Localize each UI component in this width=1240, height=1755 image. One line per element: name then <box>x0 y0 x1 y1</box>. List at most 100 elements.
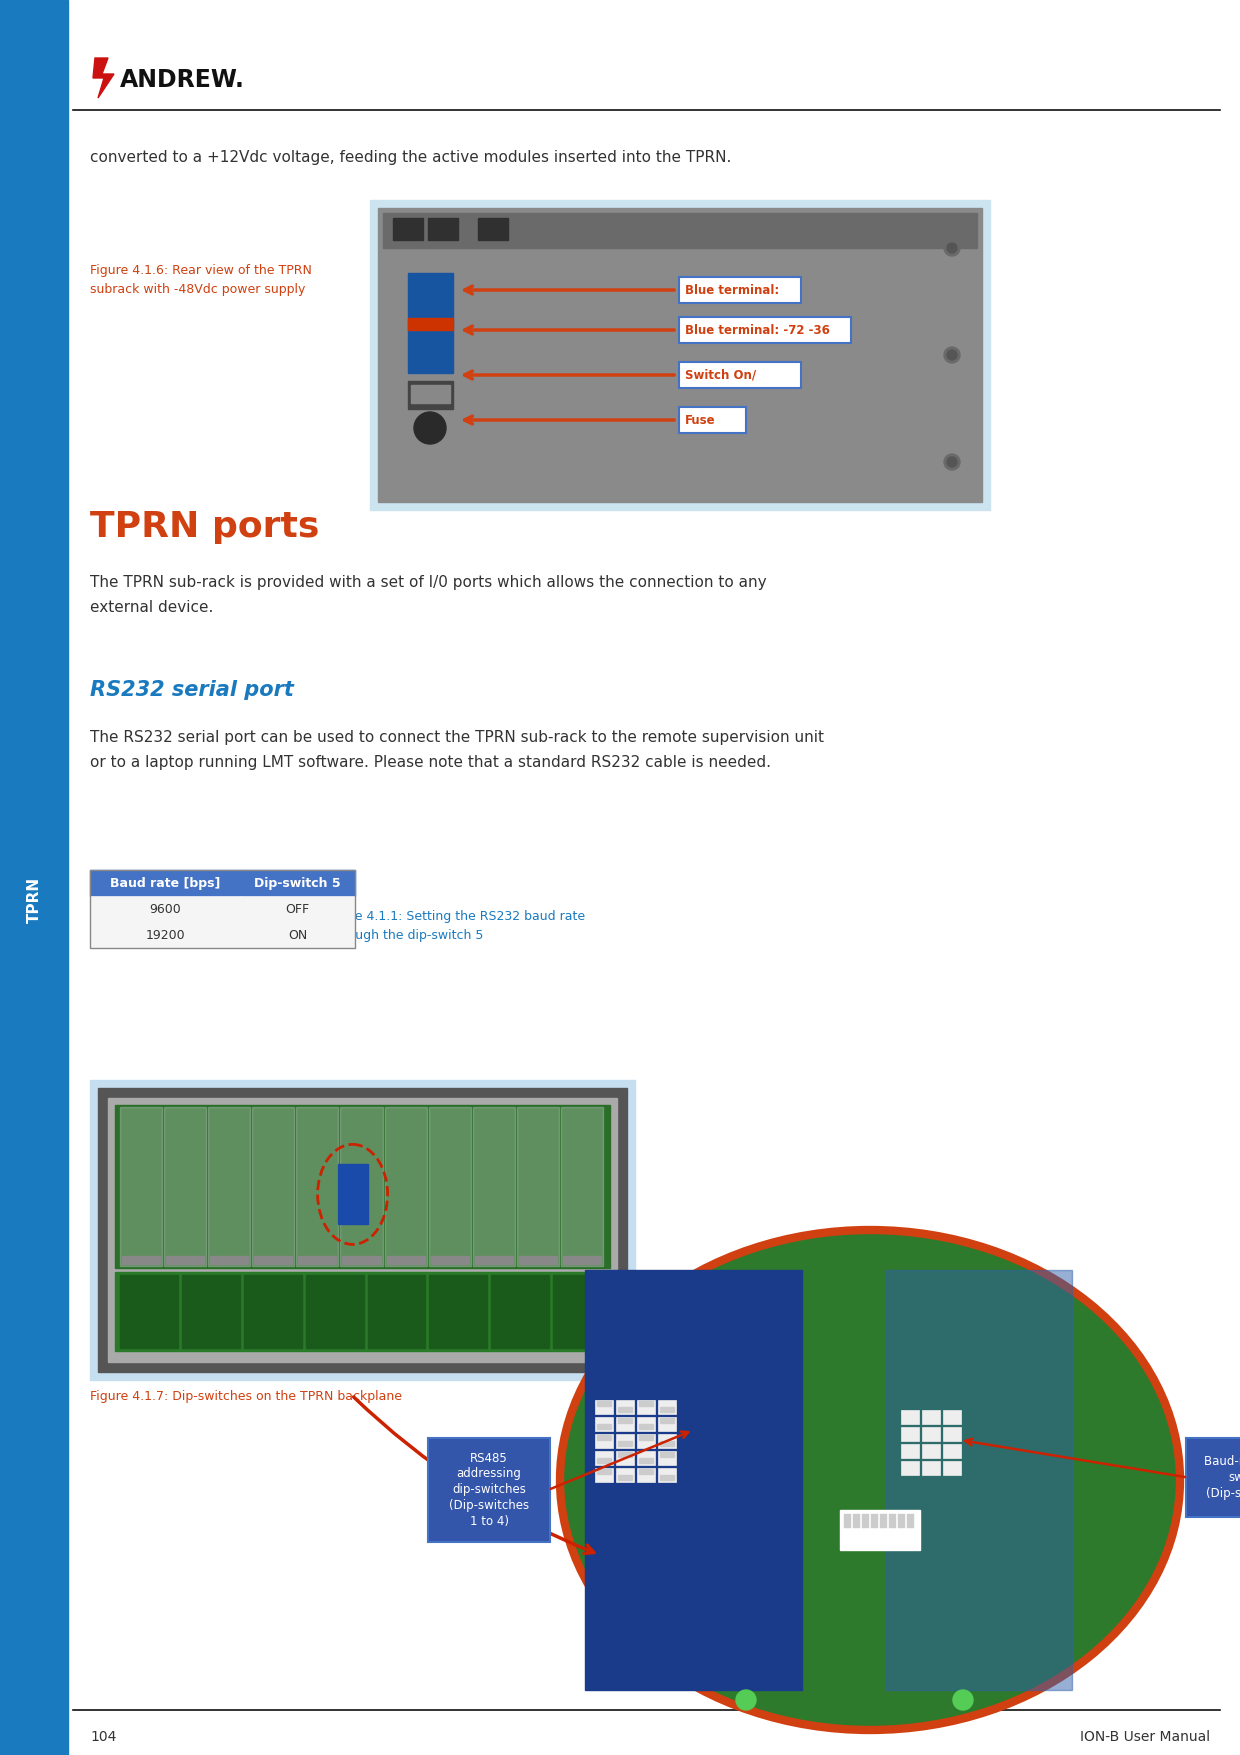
Bar <box>637 1467 655 1481</box>
Bar <box>91 870 355 948</box>
Bar <box>122 1255 160 1264</box>
Bar <box>208 1107 250 1265</box>
Ellipse shape <box>944 240 960 256</box>
Bar <box>639 1400 653 1406</box>
Bar <box>475 1255 513 1264</box>
Text: Baud rate [bps]: Baud rate [bps] <box>110 876 221 890</box>
Ellipse shape <box>947 242 957 253</box>
Bar <box>410 384 450 404</box>
Text: ION-B User Manual: ION-B User Manual <box>1080 1730 1210 1744</box>
Bar <box>91 870 241 897</box>
Bar <box>491 1274 549 1348</box>
Bar <box>921 1409 940 1423</box>
Bar <box>553 1274 611 1348</box>
Bar <box>0 0 68 1755</box>
Bar <box>900 1427 919 1441</box>
Text: ANDREW.: ANDREW. <box>120 68 244 91</box>
Text: TPRN: TPRN <box>26 878 41 923</box>
Bar <box>387 1255 424 1264</box>
Bar <box>164 1107 206 1265</box>
Text: RS232 serial port: RS232 serial port <box>91 679 294 700</box>
Text: Switch On/: Switch On/ <box>684 369 756 381</box>
Ellipse shape <box>737 1690 756 1709</box>
Bar <box>120 1107 162 1265</box>
Bar <box>378 209 982 502</box>
Bar <box>299 1255 336 1264</box>
Ellipse shape <box>560 1230 1180 1730</box>
Bar <box>241 897 355 921</box>
Bar <box>518 1255 557 1264</box>
Bar <box>595 1400 613 1415</box>
Bar <box>408 318 453 330</box>
Bar <box>585 1271 802 1690</box>
Bar <box>898 1515 905 1529</box>
Bar <box>616 1416 634 1430</box>
Bar <box>254 1255 293 1264</box>
Bar <box>921 1460 940 1474</box>
Bar <box>563 1255 601 1264</box>
Bar <box>616 1434 634 1448</box>
Text: Figure 4.1.7: Dip-switches on the TPRN backplane: Figure 4.1.7: Dip-switches on the TPRN b… <box>91 1390 402 1402</box>
Bar <box>596 1400 611 1406</box>
Bar <box>637 1400 655 1415</box>
Bar <box>900 1409 919 1423</box>
FancyBboxPatch shape <box>428 1437 551 1543</box>
Bar <box>337 1164 367 1225</box>
Bar <box>889 1515 897 1529</box>
Bar <box>660 1418 675 1423</box>
FancyBboxPatch shape <box>680 318 851 342</box>
Text: Baud-rate dip-
switch
(Dip-switch 5): Baud-rate dip- switch (Dip-switch 5) <box>1204 1455 1240 1501</box>
Text: 9600: 9600 <box>149 902 181 916</box>
Bar <box>384 1107 427 1265</box>
Text: Blue terminal: -72 -36: Blue terminal: -72 -36 <box>684 323 830 337</box>
Bar <box>639 1458 653 1464</box>
Text: OFF: OFF <box>285 902 310 916</box>
Text: Blue terminal:: Blue terminal: <box>684 284 779 297</box>
Bar <box>637 1451 655 1465</box>
FancyBboxPatch shape <box>1185 1437 1240 1516</box>
Bar <box>942 1444 961 1458</box>
Bar <box>658 1434 676 1448</box>
Bar <box>367 1274 425 1348</box>
Bar <box>658 1467 676 1481</box>
Bar <box>616 1451 634 1465</box>
Bar <box>660 1474 675 1479</box>
Bar <box>115 1106 610 1267</box>
Bar <box>618 1408 632 1413</box>
Bar <box>98 1088 627 1372</box>
Bar <box>639 1423 653 1429</box>
Bar <box>921 1427 940 1441</box>
Bar <box>517 1107 559 1265</box>
Bar <box>660 1408 675 1413</box>
Bar <box>639 1469 653 1474</box>
Text: Fuse: Fuse <box>684 414 715 426</box>
Bar <box>182 1274 239 1348</box>
Bar <box>596 1423 611 1429</box>
Bar <box>595 1451 613 1465</box>
Text: 104: 104 <box>91 1730 117 1744</box>
Bar <box>560 1107 603 1265</box>
Bar <box>115 1272 610 1351</box>
Ellipse shape <box>944 347 960 363</box>
Bar <box>658 1451 676 1465</box>
Bar <box>341 1107 383 1265</box>
Bar <box>383 212 977 247</box>
Text: Dip-switch 5: Dip-switch 5 <box>254 876 341 890</box>
Bar <box>660 1451 675 1457</box>
Bar <box>91 921 241 948</box>
Bar <box>595 1467 613 1481</box>
Bar <box>393 218 423 240</box>
Text: RS485
addressing
dip-switches
(Dip-switches
1 to 4): RS485 addressing dip-switches (Dip-switc… <box>449 1451 529 1529</box>
Bar <box>658 1400 676 1415</box>
Bar <box>880 1515 887 1529</box>
Bar <box>166 1255 205 1264</box>
Bar <box>942 1409 961 1423</box>
Bar <box>241 921 355 948</box>
Text: ON: ON <box>288 928 308 941</box>
FancyBboxPatch shape <box>680 362 801 388</box>
Bar <box>305 1274 363 1348</box>
Bar <box>900 1460 919 1474</box>
Polygon shape <box>93 58 114 98</box>
Bar <box>885 1271 1071 1690</box>
Bar <box>853 1515 861 1529</box>
